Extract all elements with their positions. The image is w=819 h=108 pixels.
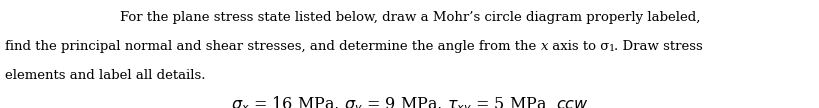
Text: x: x <box>540 40 547 53</box>
Text: $\sigma_x$ = 16 MPa, $\sigma_y$ = 9 MPa, $\tau_{xy}$ = 5 MPa  $\mathit{ccw}$: $\sigma_x$ = 16 MPa, $\sigma_y$ = 9 MPa,… <box>231 94 588 108</box>
Text: 1: 1 <box>609 44 615 53</box>
Text: . Draw stress: . Draw stress <box>613 40 702 53</box>
Text: axis to σ: axis to σ <box>547 40 609 53</box>
Text: find the principal normal and shear stresses, and determine the angle from the: find the principal normal and shear stre… <box>5 40 540 53</box>
Text: elements and label all details.: elements and label all details. <box>5 69 206 82</box>
Text: For the plane stress state listed below, draw a Mohr’s circle diagram properly l: For the plane stress state listed below,… <box>120 11 699 24</box>
